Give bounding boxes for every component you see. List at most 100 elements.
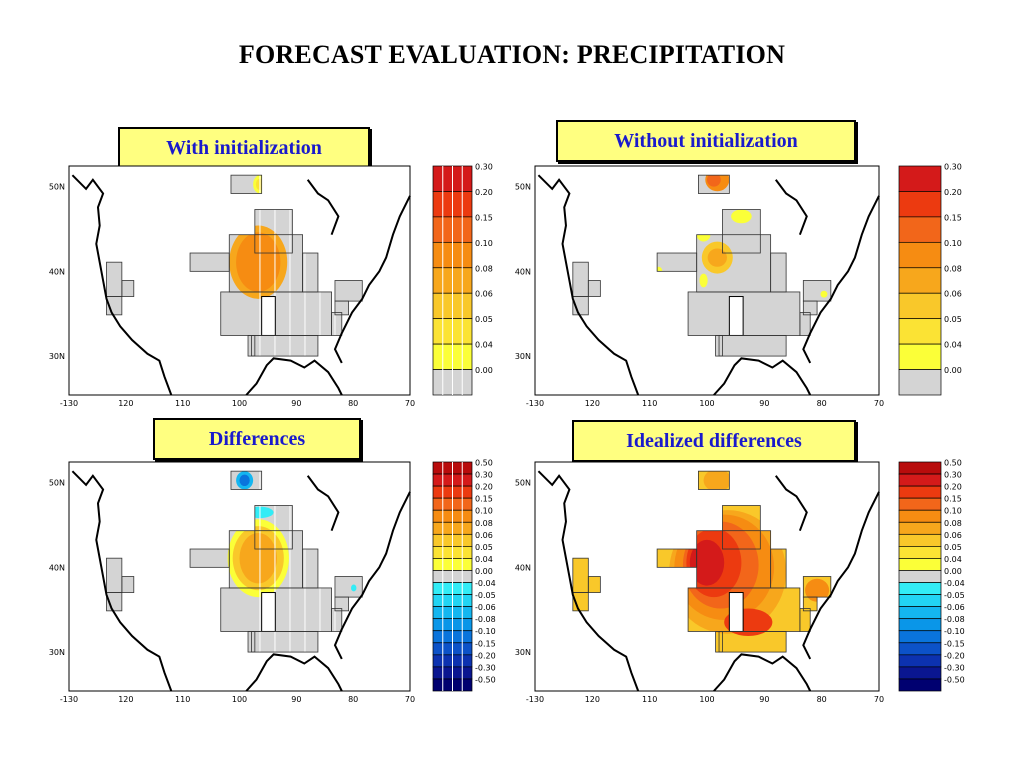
land-mask-cell xyxy=(331,608,342,632)
colorbar-label: 0.00 xyxy=(475,366,493,375)
y-tick-label: 50N xyxy=(49,183,65,192)
colorbar-swatch xyxy=(898,630,942,644)
colorbar-label: -0.05 xyxy=(944,591,965,600)
x-tick-label: 70 xyxy=(405,695,415,704)
precip-contour xyxy=(699,273,708,288)
colorbar-label: -0.50 xyxy=(944,675,965,684)
coastline xyxy=(245,653,343,692)
y-tick-label: 40N xyxy=(515,267,531,276)
coastline xyxy=(802,491,880,660)
mask-hole xyxy=(261,592,276,632)
colorbar-label: 0.10 xyxy=(944,507,962,516)
x-tick-label: 70 xyxy=(405,399,415,408)
map-panel-2: -130 120 110 100 90 80 70 50N 40N 30N xyxy=(515,165,884,408)
colorbar-label: -0.05 xyxy=(475,591,496,600)
y-tick-label: 30N xyxy=(49,648,65,657)
land-mask-cell xyxy=(251,631,318,653)
x-tick-label: 110 xyxy=(175,399,190,408)
map-panel-1: -130 120 110 100 90 80 70 50N 40N 30N xyxy=(49,165,415,408)
colorbar-label: -0.30 xyxy=(944,663,965,672)
land-mask-outline xyxy=(247,335,256,357)
land-mask-outline xyxy=(722,505,761,550)
land-mask-cell xyxy=(572,262,589,297)
colorbar-label: 0.30 xyxy=(475,163,493,172)
map-frame xyxy=(534,461,880,692)
coastline xyxy=(306,179,340,236)
precip-contour xyxy=(820,290,828,298)
precip-field xyxy=(227,471,357,598)
colorbar-label: 0.00 xyxy=(475,567,493,576)
coastline xyxy=(71,470,173,692)
colorbar-label: 0.06 xyxy=(944,531,962,540)
y-tick-label: 50N xyxy=(515,479,531,488)
land-mask-outline xyxy=(334,596,350,612)
colorbar-swatch xyxy=(898,343,942,370)
colorbar-swatch xyxy=(898,241,942,269)
land-mask-cell xyxy=(106,558,122,593)
land-mask-cell xyxy=(190,253,230,272)
colorbar-swatch xyxy=(898,165,942,192)
colorbar-label: 0.15 xyxy=(475,495,493,504)
colorbar-swatch xyxy=(898,369,942,396)
colorbar-label: 0.30 xyxy=(944,471,962,480)
x-tick-label: 100 xyxy=(699,399,714,408)
colorbar-label: 0.08 xyxy=(944,519,962,528)
land-mask-outline xyxy=(698,174,730,194)
land-mask-outline xyxy=(802,596,818,612)
colorbar-swatch xyxy=(898,267,942,294)
colorbar-swatch xyxy=(898,546,942,559)
land-mask-outline xyxy=(802,300,818,316)
x-tick-label: 80 xyxy=(348,399,358,408)
colorbar-label: -0.30 xyxy=(475,663,496,672)
colorbar-swatch xyxy=(898,461,942,475)
coastline xyxy=(333,491,411,660)
colorbar-label: 0.20 xyxy=(944,483,962,492)
colorbar-swatch xyxy=(898,521,942,535)
x-tick-label: 80 xyxy=(817,695,827,704)
coastline xyxy=(71,174,173,396)
precip-field xyxy=(572,471,830,641)
colorbar-2: 0.30 0.20 0.15 0.10 0.08 0.06 0.05 0.04 0.00 xyxy=(898,163,962,396)
land-mask-outline xyxy=(718,631,787,653)
colorbar-label: -0.10 xyxy=(475,627,496,636)
y-tick-label: 40N xyxy=(49,563,65,572)
precip-contour xyxy=(707,175,721,187)
colorbar-label: 0.05 xyxy=(944,543,962,552)
land-mask-outline xyxy=(121,576,135,593)
land-mask-cell xyxy=(334,597,349,611)
land-mask-cell xyxy=(803,280,831,302)
y-tick-label: 30N xyxy=(49,352,65,361)
colorbar-swatch xyxy=(898,292,942,320)
land-mask-outline xyxy=(254,505,293,550)
colorbar-swatch xyxy=(898,191,942,218)
land-mask-cell xyxy=(588,576,601,593)
map-panel-3: -130 120 110 100 90 80 70 50N 40N 30N xyxy=(49,461,415,704)
x-tick-label: 70 xyxy=(874,695,884,704)
precip-contour xyxy=(703,471,732,492)
x-tick-label: -130 xyxy=(60,695,78,704)
colorbar-label: 0.00 xyxy=(944,366,962,375)
land-mask-outline xyxy=(698,470,730,490)
x-tick-label: -130 xyxy=(526,399,544,408)
x-tick-label: -130 xyxy=(60,399,78,408)
land-mask-outline xyxy=(230,470,263,490)
land-mask-cell xyxy=(230,175,262,194)
land-mask-cell xyxy=(688,291,800,336)
land-mask-cell xyxy=(334,576,363,598)
colorbar-label: -0.06 xyxy=(944,603,965,612)
land-mask-outline xyxy=(254,209,293,254)
x-tick-label: 120 xyxy=(118,399,133,408)
colorbar-label: -0.08 xyxy=(475,615,496,624)
colorbar-label: 0.04 xyxy=(475,341,493,350)
precip-contour xyxy=(239,532,278,584)
coastline xyxy=(537,174,640,396)
x-tick-label: 90 xyxy=(291,695,301,704)
colorbar-label: -0.04 xyxy=(475,579,496,588)
colorbar-label: -0.06 xyxy=(475,603,496,612)
colorbar-swatch xyxy=(898,582,942,595)
land-mask-cell xyxy=(302,549,318,588)
coastline xyxy=(245,357,343,396)
land-mask-outline xyxy=(251,631,319,653)
land-mask-outline xyxy=(715,631,723,653)
x-tick-label: 80 xyxy=(817,399,827,408)
